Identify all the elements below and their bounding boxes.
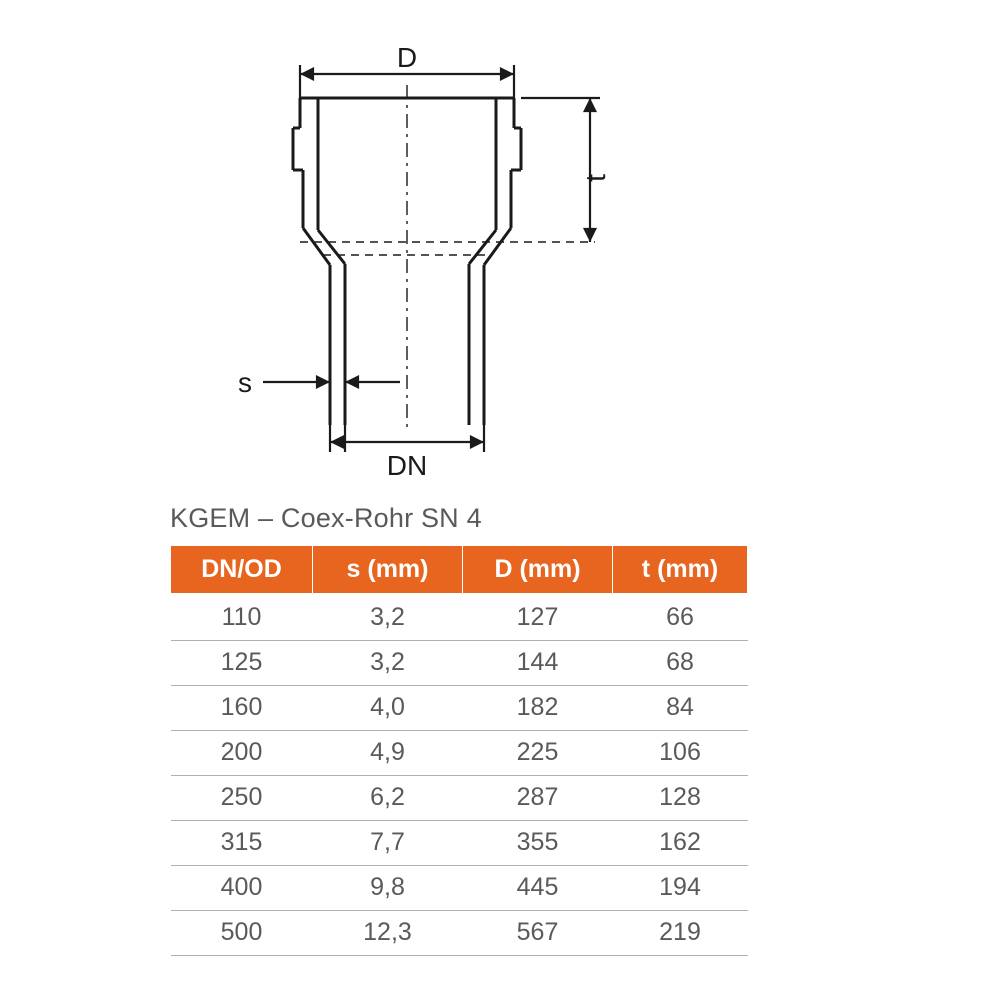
- table-cell: 162: [613, 820, 748, 865]
- col-dn-od: DN/OD: [171, 546, 313, 594]
- table-cell: 182: [463, 685, 613, 730]
- table-cell: 287: [463, 775, 613, 820]
- table-cell: 4,9: [313, 730, 463, 775]
- table-cell: 110: [171, 594, 313, 641]
- table-cell: 12,3: [313, 910, 463, 955]
- table-cell: 127: [463, 594, 613, 641]
- pipe-svg: D: [195, 30, 675, 480]
- table-cell: 9,8: [313, 865, 463, 910]
- table-row: 2004,9225106: [171, 730, 748, 775]
- table-cell: 128: [613, 775, 748, 820]
- table-cell: 500: [171, 910, 313, 955]
- table-title: KGEM – Coex-Rohr SN 4: [170, 503, 482, 534]
- table-cell: 84: [613, 685, 748, 730]
- table-cell: 66: [613, 594, 748, 641]
- table-cell: 7,7: [313, 820, 463, 865]
- table-cell: 355: [463, 820, 613, 865]
- table-cell: 194: [613, 865, 748, 910]
- table-row: 3157,7355162: [171, 820, 748, 865]
- dim-s-label: s: [238, 367, 252, 398]
- table-cell: 250: [171, 775, 313, 820]
- table-cell: 160: [171, 685, 313, 730]
- table-row: 4009,8445194: [171, 865, 748, 910]
- table-cell: 225: [463, 730, 613, 775]
- dim-D-label: D: [397, 42, 417, 73]
- table-cell: 400: [171, 865, 313, 910]
- col-t: t (mm): [613, 546, 748, 594]
- dim-DN-label: DN: [387, 450, 427, 480]
- table-cell: 125: [171, 640, 313, 685]
- table-row: 1604,018284: [171, 685, 748, 730]
- table-cell: 106: [613, 730, 748, 775]
- table-cell: 144: [463, 640, 613, 685]
- table-header-row: DN/OD s (mm) D (mm) t (mm): [171, 546, 748, 594]
- col-s: s (mm): [313, 546, 463, 594]
- table-cell: 68: [613, 640, 748, 685]
- pipe-diagram: D: [195, 30, 675, 480]
- table-cell: 315: [171, 820, 313, 865]
- table-cell: 219: [613, 910, 748, 955]
- table-body: 1103,2127661253,2144681604,0182842004,92…: [171, 594, 748, 956]
- col-D: D (mm): [463, 546, 613, 594]
- table-cell: 445: [463, 865, 613, 910]
- table-row: 1103,212766: [171, 594, 748, 641]
- table-cell: 3,2: [313, 594, 463, 641]
- table-row: 1253,214468: [171, 640, 748, 685]
- table-row: 2506,2287128: [171, 775, 748, 820]
- table-row: 50012,3567219: [171, 910, 748, 955]
- spec-table: DN/OD s (mm) D (mm) t (mm) 1103,21276612…: [170, 545, 748, 956]
- table-cell: 6,2: [313, 775, 463, 820]
- table-cell: 3,2: [313, 640, 463, 685]
- table-cell: 567: [463, 910, 613, 955]
- table-cell: 4,0: [313, 685, 463, 730]
- dim-t-label: t: [580, 174, 611, 182]
- table-cell: 200: [171, 730, 313, 775]
